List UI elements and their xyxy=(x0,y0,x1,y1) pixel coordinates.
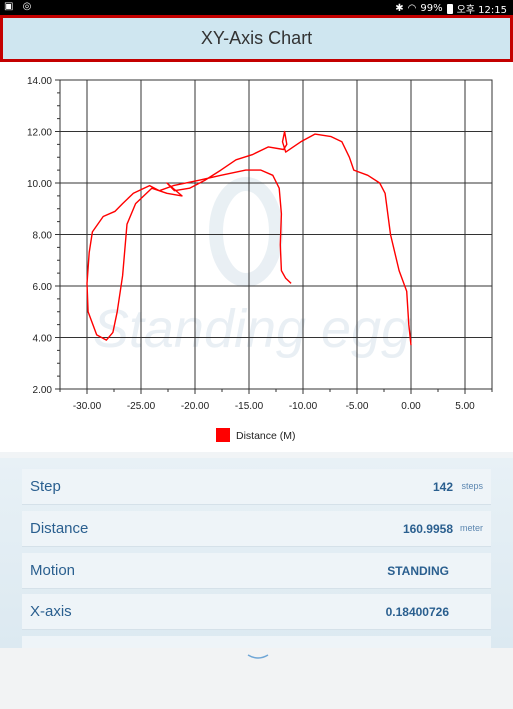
y-tick-label: 6.00 xyxy=(33,282,53,293)
status-bar: ▣ ◎ ✱ ◠ 99% 오후 12:15 xyxy=(0,0,513,16)
xy-chart: Standing egg -30.00 -25.00 -20.00 -15.00 -10… xyxy=(0,62,513,452)
x-tick-label: -10.00 xyxy=(289,401,318,412)
y-tick-label: 4.00 xyxy=(33,334,53,345)
page-title: XY-Axis Chart xyxy=(200,28,313,48)
battery-icon xyxy=(446,3,453,14)
legend-swatch-distance xyxy=(216,428,230,442)
standing-egg-watermark: Standing egg xyxy=(93,177,411,359)
distance-row: Distance 160.9958 meter xyxy=(22,511,491,547)
chart-svg: Standing egg -30.00 -25.00 -20.00 -15.00 -10… xyxy=(27,76,493,442)
bottom-panel xyxy=(0,648,513,709)
motion-label: Motion xyxy=(30,562,76,579)
step-row: Step 142 steps xyxy=(22,469,491,505)
y-tick-label: 2.00 xyxy=(33,385,53,396)
bluetooth-icon: ✱ xyxy=(395,3,404,14)
chevron-down-icon[interactable] xyxy=(247,654,269,662)
y-tick-label: 8.00 xyxy=(33,231,53,242)
battery-level: 99% xyxy=(420,3,443,14)
x-axis-label: X-axis xyxy=(30,603,72,620)
x-tick-label: -5.00 xyxy=(346,401,369,412)
distance-unit: meter xyxy=(459,523,483,533)
motion-value: STANDING xyxy=(387,564,449,578)
distance-value: 160.9958 xyxy=(402,522,453,536)
next-row-partial xyxy=(22,636,491,648)
x-tick-label: -20.00 xyxy=(181,401,210,412)
x-tick-label: 5.00 xyxy=(455,401,475,412)
x-tick-label: -15.00 xyxy=(235,401,264,412)
y-tick-label: 10.00 xyxy=(27,179,52,190)
legend-label-distance: Distance (M) xyxy=(236,430,296,442)
y-tick-label: 12.00 xyxy=(27,128,52,139)
series-line-distance xyxy=(86,130,412,346)
info-list: Step 142 steps Distance 160.9958 meter M… xyxy=(0,458,513,648)
x-tick-label: -25.00 xyxy=(127,401,156,412)
step-value: 142 xyxy=(432,480,453,494)
step-label: Step xyxy=(30,478,61,495)
x-tick-label: -30.00 xyxy=(73,401,102,412)
status-time: 오후 12:15 xyxy=(456,5,507,16)
motion-row: Motion STANDING xyxy=(22,553,491,589)
x-axis-row: X-axis 0.18400726 xyxy=(22,594,491,630)
distance-label: Distance xyxy=(30,520,89,537)
svg-text:Standing egg: Standing egg xyxy=(93,299,411,359)
y-tick-label: 14.00 xyxy=(27,76,52,87)
step-unit: steps xyxy=(461,481,483,491)
wifi-icon: ◠ xyxy=(407,3,417,14)
status-right: ✱ ◠ 99% 오후 12:15 xyxy=(395,1,507,16)
x-axis-value: 0.18400726 xyxy=(385,605,449,619)
status-left-icons: ▣ ◎ xyxy=(4,1,35,12)
title-bar: XY-Axis Chart xyxy=(0,15,513,62)
x-tick-label: 0.00 xyxy=(401,401,421,412)
